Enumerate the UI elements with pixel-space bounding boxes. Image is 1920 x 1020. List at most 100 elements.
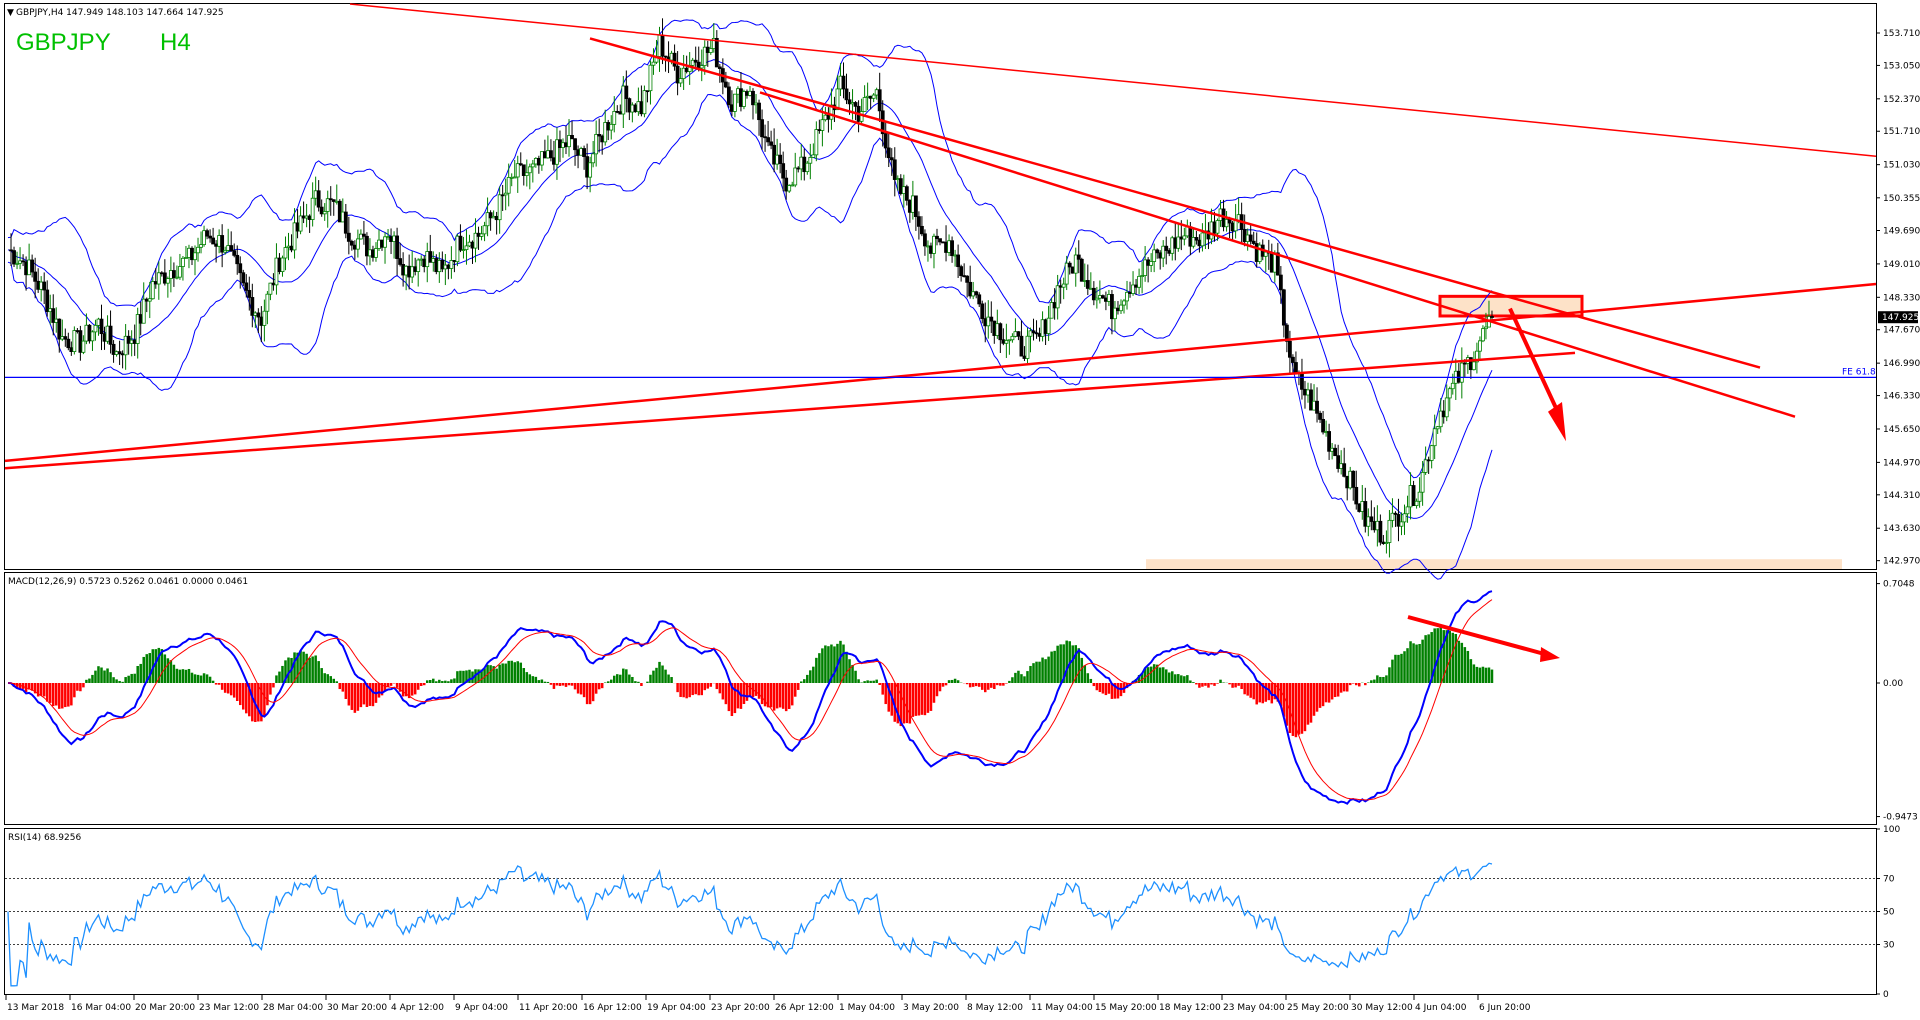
candle-body — [202, 230, 206, 246]
candle-body — [1212, 221, 1217, 234]
candle-body — [93, 324, 98, 333]
candle-body — [250, 297, 255, 316]
candle-body — [386, 236, 390, 239]
candle-body — [60, 336, 65, 340]
candle-body — [742, 91, 746, 107]
candle-body — [90, 331, 95, 342]
candle-body — [808, 157, 813, 164]
candle-body — [75, 330, 80, 332]
candle-body — [232, 250, 237, 256]
candle-body — [805, 162, 810, 173]
candle-body — [790, 184, 795, 187]
candle-body — [1300, 372, 1304, 390]
candle-body — [482, 225, 487, 235]
candle-body — [1471, 361, 1476, 371]
candle-body — [1058, 285, 1063, 288]
candle-body — [1393, 512, 1398, 515]
candle-body — [358, 233, 363, 240]
candle-body — [253, 312, 258, 316]
candle-body — [1291, 356, 1295, 363]
candle-body — [1179, 236, 1184, 240]
candle-body — [21, 260, 25, 263]
candle-body — [389, 236, 393, 242]
candle-body — [760, 119, 764, 138]
candle-body — [1185, 226, 1190, 237]
candle-body — [443, 264, 448, 270]
candle-body — [633, 104, 638, 113]
candle-body — [1209, 221, 1214, 240]
candle-body — [479, 233, 484, 237]
candle-body — [986, 316, 991, 327]
candle-body — [745, 91, 749, 96]
candle-body — [539, 151, 544, 166]
candle-body — [929, 245, 933, 254]
candle-body — [944, 241, 948, 253]
candle-body — [280, 257, 285, 272]
candle-body — [874, 89, 879, 96]
candle-body — [292, 222, 297, 251]
candle-body — [162, 272, 167, 284]
candle-body — [823, 114, 828, 121]
candle-body — [1001, 339, 1006, 344]
candle-body — [971, 291, 976, 297]
symbol-info-caret[interactable]: ▼ — [7, 8, 14, 18]
candle-body — [1152, 249, 1157, 262]
candle-body — [859, 111, 864, 122]
candle-body — [1025, 335, 1030, 359]
candle-body — [636, 101, 641, 113]
time-tick-label: 8 May 12:00 — [967, 1003, 1023, 1013]
price-tick-label: 150.355 — [1883, 194, 1920, 204]
candle-body — [193, 252, 197, 261]
candle-body — [1378, 520, 1383, 543]
candle-body — [1426, 459, 1431, 462]
candle-body — [96, 318, 101, 326]
bollinger-upper — [7, 19, 1493, 479]
candle-body — [1088, 287, 1093, 290]
candle-body — [229, 245, 234, 252]
candle-body — [428, 251, 433, 263]
candle-body — [995, 323, 1000, 336]
time-tick-label: 11 May 04:00 — [1031, 1003, 1093, 1013]
candle-body — [1233, 220, 1238, 232]
candle-body — [699, 65, 704, 69]
candle-body — [527, 166, 532, 174]
candle-body — [319, 206, 324, 215]
macd-tick-label: 0.7048 — [1883, 580, 1915, 590]
candle-body — [868, 95, 873, 99]
candle-body — [310, 197, 315, 220]
candle-body — [1275, 252, 1280, 276]
current-price-badge — [1878, 311, 1918, 324]
time-tick-label: 19 Apr 04:00 — [647, 1003, 706, 1013]
candle-body — [473, 232, 478, 249]
candle-body — [950, 240, 954, 257]
candle-body — [1016, 331, 1021, 337]
candle-body — [886, 147, 891, 159]
candle-body — [672, 52, 677, 67]
candle-body — [1052, 302, 1057, 309]
candle-body — [739, 88, 743, 107]
big-symbol-label: GBPJPY — [16, 29, 111, 56]
candle-body — [66, 338, 71, 349]
candle-body — [1251, 240, 1256, 244]
symbol-info: GBPJPY,H4 147.949 148.103 147.664 147.92… — [16, 8, 224, 18]
candle-body — [630, 104, 635, 113]
candle-body — [307, 215, 312, 220]
candle-body — [223, 249, 228, 253]
candle-body — [669, 52, 674, 61]
candle-body — [1387, 519, 1392, 543]
candle-body — [968, 281, 973, 297]
candle-body — [1227, 219, 1232, 224]
candle-body — [965, 275, 970, 283]
candle-body — [793, 167, 798, 186]
candle-body — [506, 177, 511, 194]
candle-body — [588, 162, 593, 178]
candle-body — [1315, 400, 1319, 414]
candle-body — [1306, 389, 1310, 396]
candle-body — [624, 85, 629, 100]
candle-body — [196, 246, 200, 254]
candle-body — [407, 265, 412, 278]
candle-body — [657, 34, 662, 57]
price-tick-label: 152.370 — [1883, 95, 1920, 105]
candle-body — [1158, 252, 1163, 259]
